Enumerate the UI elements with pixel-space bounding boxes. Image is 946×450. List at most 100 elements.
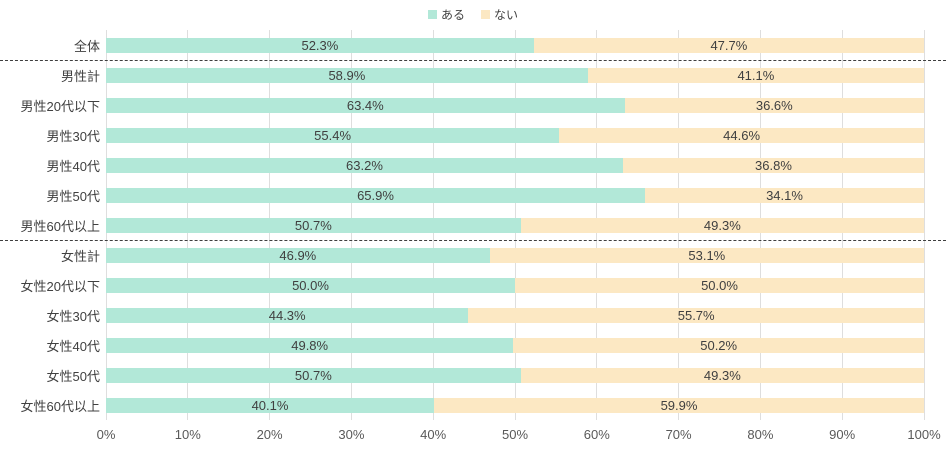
value-label: 63.4%: [346, 97, 384, 113]
category-label: 男性計: [60, 68, 100, 84]
category-label: 男性50代: [46, 188, 100, 204]
bar-segment-ない: 44.6%: [559, 127, 924, 143]
gridline: [923, 30, 925, 420]
x-tick-label: 90%: [829, 427, 856, 442]
bar-segment-ある: 50.7%: [106, 217, 521, 233]
chart-row: 男性30代 55.4% 44.6%: [0, 120, 946, 150]
legend-item: ない: [481, 6, 518, 23]
category-label: 女性20代以下: [20, 278, 100, 294]
value-label: 41.1%: [737, 67, 775, 83]
category-label: 男性40代: [46, 158, 100, 174]
category-label: 男性20代以下: [20, 98, 100, 114]
value-label: 46.9%: [279, 247, 317, 263]
bar-track: 44.3% 55.7%: [106, 307, 924, 323]
bar-track: 63.2% 36.8%: [106, 157, 924, 173]
value-label: 50.0%: [292, 277, 329, 293]
bar-track: 55.4% 44.6%: [106, 127, 924, 143]
bar-segment-ある: 58.9%: [106, 67, 588, 83]
category-label: 女性40代: [46, 338, 100, 354]
value-label: 36.8%: [755, 157, 792, 173]
chart-row: 女性60代以上 40.1% 59.9%: [0, 390, 946, 420]
value-label: 59.9%: [660, 397, 698, 413]
value-label: 44.6%: [723, 127, 761, 143]
x-tick-label: 30%: [338, 427, 365, 442]
bar-segment-ない: 53.1%: [489, 247, 924, 263]
legend-label: ある: [440, 7, 465, 22]
chart-row: 女性計 46.9% 53.1%: [0, 240, 946, 270]
chart-row: 男性40代 63.2% 36.8%: [0, 150, 946, 180]
chart-row: 女性20代以下 50.0% 50.0%: [0, 270, 946, 300]
bar-track: 63.4% 36.6%: [106, 97, 924, 113]
x-tick-label: 40%: [420, 427, 447, 442]
bar-segment-ない: 36.8%: [622, 157, 924, 173]
category-label: 男性60代以上: [20, 218, 100, 234]
bar-segment-ない: 50.2%: [513, 337, 924, 353]
chart-row: 女性40代 49.8% 50.2%: [0, 330, 946, 360]
chart-row: 女性50代 50.7% 49.3%: [0, 360, 946, 390]
group-separator: [0, 60, 946, 61]
chart-row: 男性計 58.9% 41.1%: [0, 60, 946, 90]
bar-segment-ない: 59.9%: [434, 397, 924, 413]
bar-segment-ない: 34.1%: [645, 187, 924, 203]
group-separator: [0, 240, 946, 241]
bar-track: 52.3% 47.7%: [106, 37, 924, 53]
bar-segment-ない: 41.1%: [587, 67, 924, 83]
bar-segment-ない: 49.3%: [520, 367, 924, 383]
bar-segment-ある: 52.3%: [106, 37, 534, 53]
x-tick-label: 80%: [747, 427, 774, 442]
bar-segment-ある: 40.1%: [106, 397, 435, 413]
value-label: 36.6%: [755, 97, 793, 113]
x-tick-label: 60%: [583, 427, 610, 442]
bar-segment-ある: 50.7%: [106, 367, 521, 383]
value-label: 53.1%: [688, 247, 726, 263]
bar-track: 58.9% 41.1%: [106, 67, 924, 83]
x-tick-label: 10%: [174, 427, 201, 442]
legend-label: ない: [494, 7, 519, 22]
bar-segment-ある: 63.2%: [106, 157, 623, 173]
value-label: 58.9%: [328, 67, 366, 83]
legend-item: ある: [427, 6, 465, 23]
bar-segment-ある: 65.9%: [106, 187, 646, 203]
value-label: 63.2%: [346, 157, 383, 173]
bar-track: 50.7% 49.3%: [106, 217, 924, 233]
x-tick-label: 70%: [665, 427, 692, 442]
bar-track: 49.8% 50.2%: [106, 337, 924, 353]
bar-segment-ある: 46.9%: [106, 247, 490, 263]
legend: ある ない: [0, 0, 946, 28]
bar-track: 65.9% 34.1%: [106, 187, 924, 203]
bar-segment-ない: 36.6%: [624, 97, 924, 113]
x-axis: 0% 10% 20% 30% 40% 50% 60% 70% 80% 90% 100%: [0, 420, 946, 450]
value-label: 50.7%: [294, 367, 332, 383]
value-label: 49.3%: [703, 367, 741, 383]
legend-swatch-icon: [481, 9, 490, 19]
chart-row: 全体 52.3% 47.7%: [0, 30, 946, 60]
chart-row: 男性20代以下 63.4% 36.6%: [0, 90, 946, 120]
bar-segment-ある: 44.3%: [106, 307, 469, 323]
bar-segment-ない: 49.3%: [520, 217, 924, 233]
category-label: 女性50代: [46, 368, 100, 384]
value-label: 50.0%: [701, 277, 738, 293]
x-tick-label: 50%: [501, 427, 529, 442]
category-label: 全体: [73, 38, 100, 54]
chart-row: 女性30代 44.3% 55.7%: [0, 300, 946, 330]
value-label: 50.2%: [700, 337, 738, 353]
value-label: 55.7%: [677, 307, 715, 323]
x-tick-label: 20%: [256, 427, 283, 442]
value-label: 55.4%: [314, 127, 352, 143]
chart-rows: 全体 52.3% 47.7% 男性計 58.9% 41.1% 男性20代以下 63.4% 36.…: [0, 30, 946, 420]
value-label: 40.1%: [251, 397, 289, 413]
category-label: 男性30代: [46, 128, 100, 144]
value-label: 47.7%: [710, 37, 748, 53]
value-label: 52.3%: [301, 37, 339, 53]
x-tick-label: 100%: [907, 427, 941, 442]
bar-track: 50.7% 49.3%: [106, 367, 924, 383]
bar-segment-ない: 50.0%: [515, 277, 924, 293]
value-label: 49.3%: [703, 217, 741, 233]
value-label: 34.1%: [766, 187, 803, 203]
category-label: 女性60代以上: [20, 398, 100, 414]
bar-segment-ない: 47.7%: [533, 37, 924, 53]
value-label: 50.7%: [294, 217, 332, 233]
bar-segment-ある: 50.0%: [106, 277, 515, 293]
bar-track: 50.0% 50.0%: [106, 277, 924, 293]
